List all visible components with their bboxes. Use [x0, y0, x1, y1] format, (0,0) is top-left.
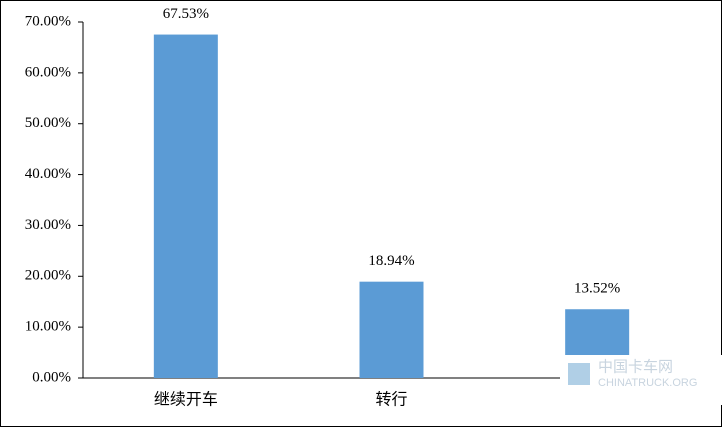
x-tick-label: 继续开车	[154, 390, 218, 409]
bar	[153, 34, 218, 379]
y-tick-label: 50.00%	[25, 115, 71, 131]
watermark-logo	[568, 363, 590, 385]
y-tick-label: 40.00%	[25, 166, 71, 182]
y-tick-label: 20.00%	[25, 268, 71, 284]
bar	[359, 281, 424, 378]
data-label: 18.94%	[368, 253, 414, 269]
y-tick-label: 60.00%	[25, 64, 71, 80]
watermark-text: 中国卡车网	[598, 358, 673, 376]
y-tick-label: 0.00%	[32, 369, 71, 385]
data-label: 67.53%	[163, 6, 209, 22]
y-tick-label: 30.00%	[25, 217, 71, 233]
watermark-text: CHINATRUCK.ORG	[598, 377, 697, 389]
y-tick-label: 10.00%	[25, 319, 71, 335]
x-tick-label: 转行	[375, 390, 407, 409]
data-label: 13.52%	[574, 281, 620, 297]
y-tick-label: 70.00%	[25, 13, 71, 29]
